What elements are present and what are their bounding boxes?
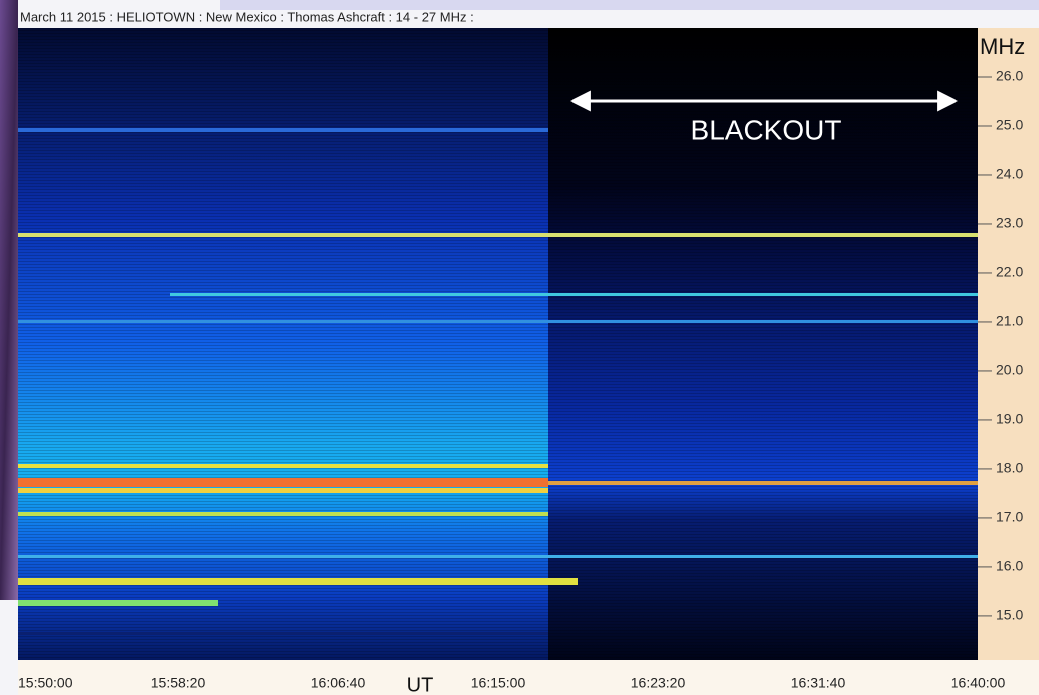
y-tick-label: 25.0 <box>996 117 1023 133</box>
y-tick-label: 16.0 <box>996 558 1023 574</box>
x-tick-label: 16:06:40 <box>311 675 366 691</box>
x-tick-label: 16:15:00 <box>471 675 526 691</box>
band <box>18 578 578 585</box>
y-tick-label: 18.0 <box>996 460 1023 476</box>
y-tick-label: 22.0 <box>996 264 1023 280</box>
y-tick-label: 15.0 <box>996 607 1023 623</box>
x-tick-label: 16:31:40 <box>791 675 846 691</box>
x-axis-strip <box>18 660 1039 695</box>
annotation: BLACKOUT <box>691 114 842 145</box>
y-tick-label: 17.0 <box>996 509 1023 525</box>
y-tick-label: 21.0 <box>996 313 1023 329</box>
y-tick-label: 19.0 <box>996 411 1023 427</box>
chart-title: March 11 2015 : HELIOTOWN : New Mexico :… <box>20 9 474 24</box>
top-bar <box>220 0 1039 10</box>
band <box>18 488 548 493</box>
x-axis-label: UT <box>407 674 434 695</box>
band <box>170 293 978 296</box>
band <box>18 632 548 635</box>
band <box>18 233 978 237</box>
y-tick-label: 23.0 <box>996 215 1023 231</box>
band <box>18 320 978 323</box>
x-tick-label: 16:40:00 <box>951 675 1006 691</box>
band <box>548 481 978 485</box>
band <box>18 478 548 487</box>
x-tick-label: 15:58:20 <box>151 675 206 691</box>
x-tick-label: 16:23:20 <box>631 675 686 691</box>
y-axis-strip <box>978 28 1039 660</box>
scanlines <box>18 28 978 660</box>
band <box>18 128 548 132</box>
y-tick-label: 20.0 <box>996 362 1023 378</box>
band <box>18 555 978 558</box>
band <box>18 600 218 606</box>
side-texture <box>0 0 18 600</box>
y-tick-label: 24.0 <box>996 166 1023 182</box>
x-tick-label: 15:50:00 <box>18 675 73 691</box>
y-tick-label: 26.0 <box>996 68 1023 84</box>
band <box>18 512 548 516</box>
emission-bands <box>18 128 978 635</box>
band <box>18 464 548 468</box>
y-axis-label: MHz <box>980 34 1025 59</box>
